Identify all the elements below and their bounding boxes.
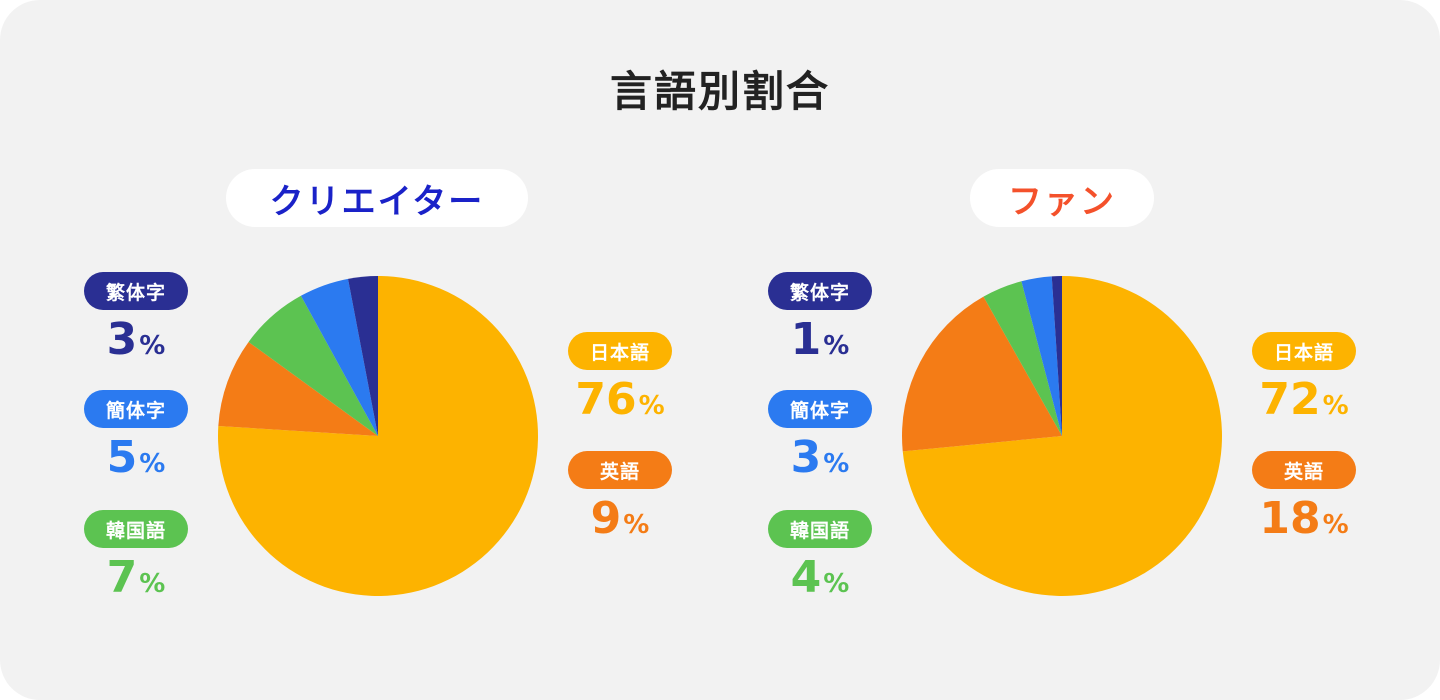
percent-unit: % [139, 449, 166, 479]
legend-text: 英語 [599, 460, 640, 483]
fan-label-english: 英語 18 % [1252, 451, 1356, 543]
legend-text: 日本語 [589, 341, 650, 364]
data-label: 76 [575, 374, 637, 425]
data-label: 3 [790, 432, 822, 483]
fan-label-simplified: 簡体字 3 % [768, 390, 872, 482]
percent-value: 5 % [107, 434, 166, 482]
percent-value: 76 % [575, 376, 664, 424]
legend-text: 繁体字 [789, 281, 850, 304]
pie-slice-simplified [1021, 276, 1062, 436]
percent-value: 3 % [791, 434, 850, 482]
percent-unit: % [823, 569, 850, 599]
fan-title-pill: ファン [970, 169, 1154, 227]
legend-text: 英語 [1283, 460, 1324, 483]
legend-badge: 英語 [568, 451, 672, 489]
pie-slice-traditional [348, 276, 378, 436]
percent-value: 7 % [107, 554, 166, 602]
pie-slice-english [902, 296, 1062, 452]
data-label: 7 [106, 552, 138, 603]
legend-badge: 簡体字 [768, 390, 872, 428]
creator-pie-chart [218, 276, 539, 596]
legend-badge: 日本語 [1252, 332, 1356, 370]
percent-unit: % [823, 449, 850, 479]
fan-pie-chart [902, 276, 1223, 596]
pie-slice-english [218, 341, 378, 436]
pie-slice-korean [248, 295, 378, 436]
percent-value: 9 % [591, 495, 650, 543]
legend-text: 簡体字 [789, 399, 850, 422]
creator-label-traditional: 繁体字 3 % [84, 272, 188, 364]
legend-text: 日本語 [1273, 341, 1334, 364]
legend-badge: 繁体字 [768, 272, 872, 310]
legend-badge: 韓国語 [84, 510, 188, 548]
legend-badge: 英語 [1252, 451, 1356, 489]
percent-unit: % [1322, 391, 1349, 421]
percent-unit: % [823, 331, 850, 361]
pie-slice-korean [983, 281, 1062, 436]
pie-slice-traditional [1051, 276, 1062, 436]
percent-value: 4 % [791, 554, 850, 602]
percent-unit: % [638, 391, 665, 421]
legend-badge: 簡体字 [84, 390, 188, 428]
creator-label-korean: 韓国語 7 % [84, 510, 188, 602]
pie-slice-japanese [218, 276, 539, 596]
percent-unit: % [1322, 510, 1349, 540]
legend-text: 韓国語 [105, 519, 166, 542]
data-label: 4 [790, 552, 822, 603]
data-label: 9 [590, 493, 622, 544]
percent-value: 18 % [1259, 495, 1348, 543]
fan-label-korean: 韓国語 4 % [768, 510, 872, 602]
fan-label-traditional: 繁体字 1 % [768, 272, 872, 364]
percent-unit: % [139, 569, 166, 599]
creator-label-simplified: 簡体字 5 % [84, 390, 188, 482]
creator-title-pill: クリエイター [226, 169, 528, 227]
data-label: 72 [1259, 374, 1321, 425]
creator-label-english: 英語 9 % [568, 451, 672, 543]
data-label: 5 [106, 432, 138, 483]
legend-text: 韓国語 [789, 519, 850, 542]
fan-title: ファン [1008, 181, 1116, 222]
creator-title: クリエイター [269, 181, 485, 222]
legend-text: 簡体字 [105, 399, 166, 422]
pie-slice-simplified [300, 278, 378, 436]
chart-title: 言語別割合 [609, 67, 830, 116]
data-label: 3 [106, 314, 138, 365]
legend-text: 繁体字 [105, 281, 166, 304]
data-label: 18 [1259, 493, 1321, 544]
creator-label-japanese: 日本語 76 % [568, 332, 672, 424]
percent-unit: % [139, 331, 166, 361]
percent-value: 3 % [107, 316, 166, 364]
legend-badge: 韓国語 [768, 510, 872, 548]
pie-slice-japanese [902, 276, 1223, 596]
legend-badge: 日本語 [568, 332, 672, 370]
fan-label-japanese: 日本語 72 % [1252, 332, 1356, 424]
legend-badge: 繁体字 [84, 272, 188, 310]
percent-unit: % [623, 510, 650, 540]
percent-value: 72 % [1259, 376, 1348, 424]
data-label: 1 [790, 314, 822, 365]
percent-value: 1 % [791, 316, 850, 364]
